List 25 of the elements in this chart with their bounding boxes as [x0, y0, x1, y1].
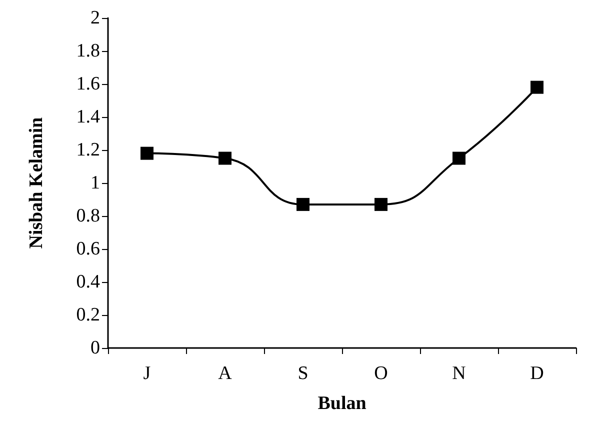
x-tick-label: S — [298, 363, 308, 384]
point — [452, 152, 466, 165]
y-tick-label: 1.6 — [76, 74, 100, 94]
y-tick-label: 1.4 — [76, 106, 100, 128]
point — [296, 198, 310, 211]
point — [530, 80, 544, 94]
y-axis-title: Nisbah Kelamin — [26, 116, 47, 249]
x-axis-title: Bulan — [318, 393, 367, 414]
x-tick-label: J — [143, 363, 151, 384]
y-tick-label: 0.4 — [76, 272, 100, 292]
x-tick-label: N — [452, 363, 466, 384]
y-tick-label: 0.8 — [76, 206, 100, 226]
y-tick-label: 1 — [90, 172, 100, 194]
y-tick-label: 1.8 — [76, 40, 100, 62]
x-tick-label: A — [218, 363, 232, 384]
x-tick-label: O — [374, 363, 388, 384]
point — [218, 152, 232, 165]
x-tick-label: D — [530, 363, 544, 384]
y-tick-label: 0.2 — [76, 304, 100, 326]
y-tick-label: 1.2 — [76, 140, 100, 160]
y-tick-label: 0.6 — [76, 238, 100, 260]
y-tick-label: 2 — [90, 8, 100, 28]
y-tick-label: 0 — [90, 338, 100, 358]
point — [374, 198, 388, 211]
point — [140, 146, 154, 160]
